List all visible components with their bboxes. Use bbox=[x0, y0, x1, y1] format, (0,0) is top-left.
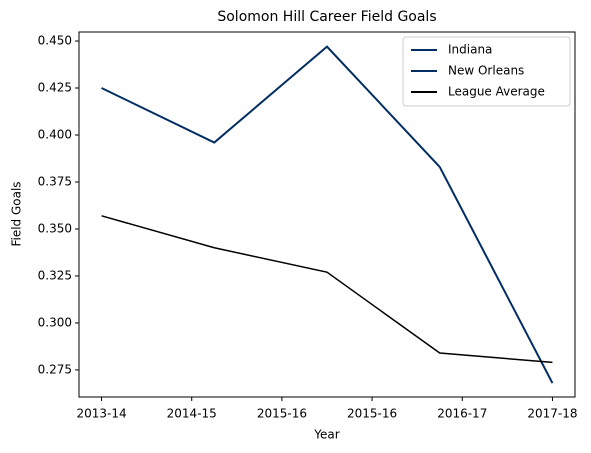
x-tick-label: 2017-18 bbox=[527, 407, 577, 421]
y-tick-label: 0.350 bbox=[38, 221, 72, 235]
legend-label: Indiana bbox=[448, 43, 492, 57]
x-tick-label: 2015-16 bbox=[347, 407, 397, 421]
y-tick-label: 0.400 bbox=[38, 127, 72, 141]
y-tick-label: 0.425 bbox=[38, 81, 72, 95]
y-tick-label: 0.325 bbox=[38, 268, 72, 282]
line bbox=[101, 215, 553, 364]
legend-label: New Orleans bbox=[448, 64, 524, 78]
x-tick-label: 2016-17 bbox=[437, 407, 487, 421]
y-tick-label: 0.275 bbox=[38, 362, 72, 376]
line bbox=[438, 166, 554, 384]
y-tick-label: 0.375 bbox=[38, 174, 72, 188]
y-axis-label: Field Goals bbox=[10, 181, 24, 246]
x-tick-label: 2015-16 bbox=[257, 407, 307, 421]
line bbox=[101, 45, 441, 168]
y-tick-label: 0.300 bbox=[38, 315, 72, 329]
x-tick-label: 2014-15 bbox=[167, 407, 217, 421]
legend-label: League Average bbox=[448, 85, 545, 99]
legend-box bbox=[402, 36, 571, 107]
y-tick-label: 0.450 bbox=[38, 34, 72, 48]
chart-title: Solomon Hill Career Field Goals bbox=[217, 9, 436, 25]
x-tick-label: 2013-14 bbox=[76, 407, 126, 421]
plot-frame bbox=[78, 31, 576, 398]
x-axis-label: Year bbox=[313, 428, 339, 442]
